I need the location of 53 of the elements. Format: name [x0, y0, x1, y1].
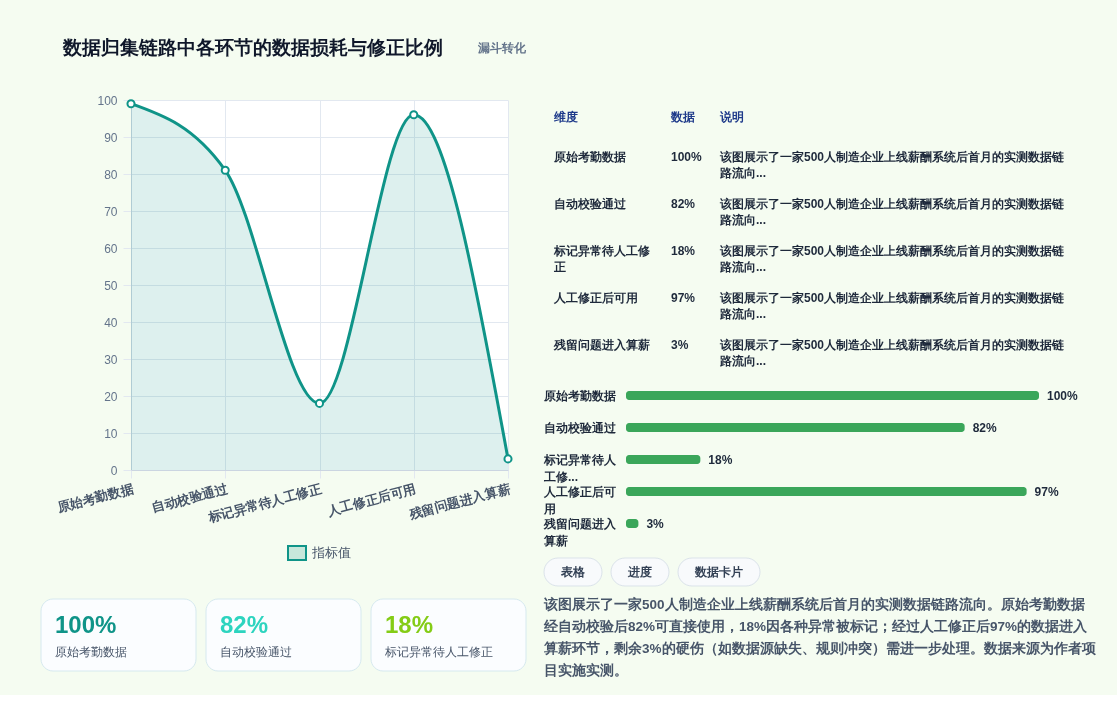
- y-tick-label: 90: [104, 130, 118, 145]
- category-label: 自动校验通过: [220, 645, 292, 659]
- text: 该图展示了一家500人制造企业上线薪酬系统后首月的实测数据链路流向...: [720, 196, 1065, 227]
- data-label: 100%: [1047, 388, 1079, 403]
- text: 该图展示了一家500人制造企业上线薪酬系统后首月的实测数据链路流向。原始考勤数据经自动校验后82%可直接使用，18%因各种异常被标记；经过人工修正后97%的数据进入算薪环节，剩余3%的硬伤（如数据源缺失、规则冲突）需进一步处理。数据来源为作者项目实施实测。: [543, 596, 1097, 678]
- y-tick-label: 10: [104, 426, 118, 441]
- text: 该图展示了一家500人制造企业上线薪酬系统后首月的实测数据链路流向...: [720, 337, 1065, 368]
- category-label: 原始考勤数据: [55, 645, 127, 659]
- text: 18%: [671, 243, 696, 258]
- text: 100%: [671, 149, 702, 164]
- point: [314, 398, 325, 408]
- chart-title: 数据归集链路中各环节的数据损耗与修正比例: [62, 37, 443, 58]
- text: 标记异常待人工修正: [554, 243, 650, 274]
- category-label: 标记异常待人工修正: [384, 645, 493, 659]
- category-label: 维度: [553, 109, 578, 124]
- point: [220, 165, 230, 175]
- text: 100%: [55, 611, 117, 638]
- y-tick-label: 标记异常待人工修...: [543, 452, 617, 484]
- y-tick-label: 40: [104, 315, 118, 330]
- text: 3%: [671, 337, 689, 352]
- data-label: 18%: [708, 452, 733, 467]
- y-tick-label: 70: [104, 204, 118, 219]
- text: 18%: [385, 611, 434, 638]
- text: 82%: [671, 196, 696, 211]
- y-tick-label: 50: [104, 278, 118, 293]
- point: [409, 110, 419, 120]
- data-label: 3%: [646, 516, 665, 531]
- category-label: 数据卡片: [694, 565, 743, 579]
- category-label: 说明: [719, 109, 744, 124]
- text: 该图展示了一家500人制造企业上线薪酬系统后首月的实测数据链路流向...: [720, 243, 1065, 274]
- y-tick-label: 20: [104, 389, 118, 404]
- y-tick-label: 60: [104, 241, 118, 256]
- y-tick-label: 30: [104, 352, 118, 367]
- text: 人工修正后可用: [554, 290, 638, 305]
- data-label: 82%: [972, 420, 998, 435]
- y-tick-label: 原始考勤数据: [543, 388, 616, 403]
- legend-label: 指标值: [311, 545, 351, 560]
- category-label: 表格: [560, 565, 586, 579]
- category-label: 数据: [670, 109, 695, 124]
- text: 82%: [220, 611, 269, 638]
- point: [503, 454, 513, 464]
- text: 残留问题进入算薪: [554, 337, 650, 352]
- category-label: 进度: [627, 565, 652, 579]
- data-label: 97%: [1034, 484, 1059, 499]
- y-tick-label: 0: [110, 463, 118, 478]
- y-tick-label: 残留问题进入算薪: [543, 516, 617, 548]
- y-tick-label: 100: [97, 93, 118, 108]
- y-tick-label: 自动校验通过: [544, 420, 617, 435]
- text: 97%: [671, 290, 696, 305]
- y-tick-label: 80: [104, 167, 118, 182]
- chart-subtitle: 漏斗转化: [477, 41, 527, 55]
- text: 该图展示了一家500人制造企业上线薪酬系统后首月的实测数据链路流向...: [720, 149, 1065, 180]
- text: 该图展示了一家500人制造企业上线薪酬系统后首月的实测数据链路流向...: [720, 290, 1065, 321]
